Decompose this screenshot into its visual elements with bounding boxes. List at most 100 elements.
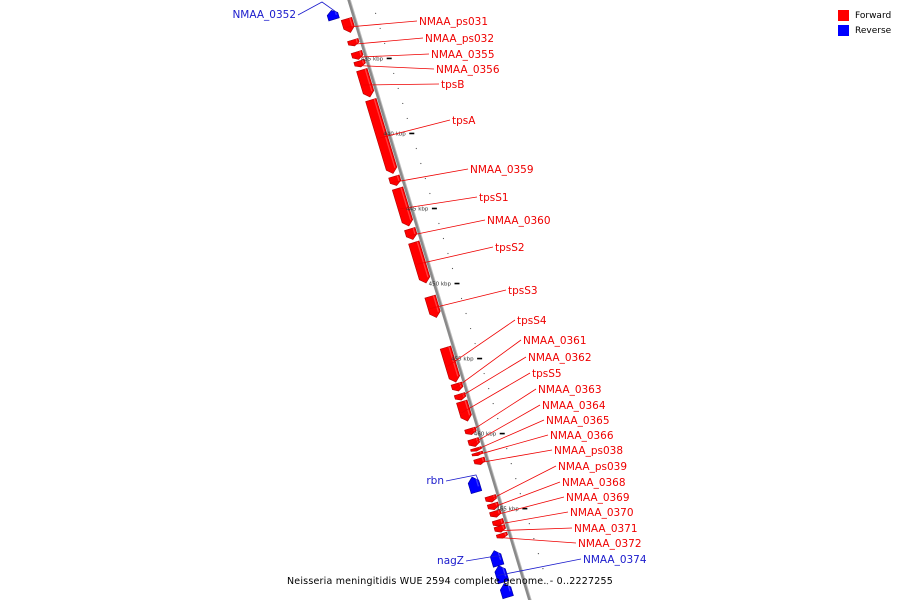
legend-label-reverse: Reverse bbox=[855, 25, 892, 36]
feature-nmaa-0362[interactable] bbox=[453, 392, 467, 401]
scale-dot bbox=[506, 447, 508, 450]
feature-label-nmaa-0359[interactable]: NMAA_0359 bbox=[470, 164, 534, 176]
scale-dot bbox=[447, 252, 449, 255]
feature-label-nmaa-0369[interactable]: NMAA_0369 bbox=[566, 492, 630, 504]
scale-dot bbox=[465, 312, 467, 315]
scale-dot bbox=[438, 222, 440, 225]
feature-highlight bbox=[502, 524, 505, 529]
feature-label-nmaa-0368[interactable]: NMAA_0368 bbox=[562, 477, 626, 489]
scale-dot bbox=[393, 72, 395, 75]
feature-label-nmaa-0370[interactable]: NMAA_0370 bbox=[570, 507, 634, 519]
leader-line bbox=[378, 119, 451, 139]
scale-dot bbox=[429, 192, 431, 195]
feature-label-tpsb[interactable]: tpsB bbox=[441, 79, 464, 91]
scale-dot bbox=[424, 177, 426, 180]
legend-item-forward: Forward bbox=[838, 8, 891, 23]
feature-nmaa-ps038[interactable] bbox=[473, 456, 486, 465]
feature-tpss3[interactable] bbox=[424, 294, 441, 318]
feature-highlight bbox=[481, 457, 484, 462]
feature-label-nmaa-0366[interactable]: NMAA_0366 bbox=[550, 430, 614, 442]
scale-dot bbox=[460, 297, 463, 300]
leader-line bbox=[496, 527, 573, 532]
feature-label-nmaa-ps039[interactable]: NMAA_ps039 bbox=[558, 461, 627, 473]
feature-label-tpss1[interactable]: tpsS1 bbox=[479, 192, 509, 204]
scale-dot bbox=[542, 568, 544, 570]
feature-tpss2[interactable] bbox=[408, 240, 431, 284]
feature-label-nmaa-0374[interactable]: NMAA_0374 bbox=[583, 554, 647, 566]
feature-label-nagz[interactable]: nagZ bbox=[437, 555, 464, 567]
backbone-shadow bbox=[349, 0, 532, 600]
leader-line bbox=[497, 558, 582, 576]
feature-label-nmaa-ps032[interactable]: NMAA_ps032 bbox=[425, 33, 494, 45]
feature-nmaa-ps039[interactable] bbox=[484, 494, 497, 503]
feature-tpss5[interactable] bbox=[456, 399, 472, 422]
leader-line bbox=[487, 465, 557, 502]
scale-dot bbox=[528, 523, 530, 525]
scale-tick-label: 460 kbp bbox=[474, 432, 497, 438]
leader-line bbox=[362, 83, 440, 86]
leader-line bbox=[408, 219, 486, 237]
scale-dot bbox=[519, 493, 521, 495]
leader-line bbox=[470, 404, 541, 445]
scale-tick-label: 465 kbp bbox=[496, 507, 519, 513]
feature-label-tpss3[interactable]: tpsS3 bbox=[508, 285, 538, 297]
scale-dot bbox=[492, 402, 494, 405]
leader-line bbox=[476, 449, 553, 464]
scale-dot bbox=[533, 538, 535, 540]
feature-nmaa-0364[interactable] bbox=[467, 437, 481, 447]
feature-nmaa-0356[interactable] bbox=[353, 58, 366, 68]
feature-label-nmaa-0363[interactable]: NMAA_0363 bbox=[538, 384, 602, 396]
feature-label-nmaa-0372[interactable]: NMAA_0372 bbox=[578, 538, 642, 550]
scale-dot bbox=[483, 372, 485, 375]
feature-label-tpss5[interactable]: tpsS5 bbox=[532, 368, 562, 380]
feature-label-nmaa-ps031[interactable]: NMAA_ps031 bbox=[419, 16, 488, 28]
legend-label-forward: Forward bbox=[855, 10, 892, 21]
feature-label-nmaa-0352[interactable]: NMAA_0352 bbox=[232, 9, 296, 21]
feature-nmaa-0369[interactable] bbox=[489, 509, 502, 518]
feature-label-rbn[interactable]: rbn bbox=[426, 475, 444, 487]
feature-label-nmaa-0356[interactable]: NMAA_0356 bbox=[436, 64, 500, 76]
feature-nmaa-0352[interactable] bbox=[326, 10, 340, 22]
feature-label-tpss2[interactable]: tpsS2 bbox=[495, 242, 525, 254]
feature-label-nmaa-0360[interactable]: NMAA_0360 bbox=[487, 215, 551, 227]
scale-dot bbox=[402, 102, 404, 105]
feature-highlight bbox=[359, 50, 362, 56]
feature-highlight bbox=[448, 346, 459, 377]
feature-nmaa-0360[interactable] bbox=[404, 227, 418, 240]
leader-line bbox=[447, 319, 516, 367]
feature-nmaa-0365[interactable] bbox=[470, 446, 482, 452]
scale-dot bbox=[379, 27, 381, 30]
feature-nmaa-0370[interactable] bbox=[491, 518, 505, 527]
feature-label-tpss4[interactable]: tpsS4 bbox=[517, 315, 547, 327]
feature-label-nmaa-ps038[interactable]: NMAA_ps038 bbox=[554, 445, 623, 457]
feature-tpss1[interactable] bbox=[391, 186, 414, 227]
feature-nmaa-ps031[interactable] bbox=[340, 16, 355, 33]
scale-dot bbox=[474, 342, 476, 345]
feature-tpss4[interactable] bbox=[439, 345, 461, 383]
feature-tpsb[interactable] bbox=[356, 67, 375, 98]
leader-line bbox=[356, 65, 435, 70]
feature-label-nmaa-0364[interactable]: NMAA_0364 bbox=[542, 400, 606, 412]
feature-highlight bbox=[373, 98, 396, 168]
feature-rbn[interactable] bbox=[467, 476, 483, 495]
forward-swatch bbox=[838, 10, 849, 21]
leader-line bbox=[490, 481, 561, 509]
leader-line bbox=[297, 1, 339, 16]
feature-highlight bbox=[364, 68, 373, 92]
feature-highlight bbox=[400, 187, 412, 221]
feature-label-nmaa-0361[interactable]: NMAA_0361 bbox=[523, 335, 587, 347]
feature-label-nmaa-0355[interactable]: NMAA_0355 bbox=[431, 49, 495, 61]
feature-unnamed[interactable] bbox=[499, 583, 514, 600]
leader-line bbox=[354, 53, 430, 58]
feature-label-nmaa-0371[interactable]: NMAA_0371 bbox=[574, 523, 638, 535]
feature-tpsa[interactable] bbox=[365, 97, 398, 174]
leader-line bbox=[399, 196, 478, 210]
feature-label-nmaa-0362[interactable]: NMAA_0362 bbox=[528, 352, 592, 364]
feature-nmaa-0372[interactable] bbox=[495, 531, 508, 539]
feature-label-nmaa-0365[interactable]: NMAA_0365 bbox=[546, 415, 610, 427]
backbone-line bbox=[347, 0, 531, 600]
feature-label-tpsa[interactable]: tpsA bbox=[452, 115, 476, 127]
feature-highlight bbox=[361, 59, 365, 64]
feature-nmaa-0359[interactable] bbox=[388, 174, 402, 186]
feature-nmaa-0363[interactable] bbox=[464, 426, 477, 435]
